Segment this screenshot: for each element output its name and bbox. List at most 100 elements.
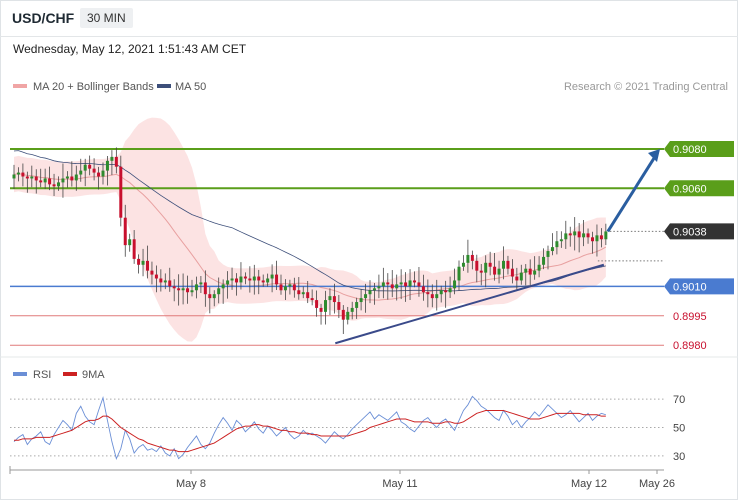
candle-up — [239, 276, 243, 283]
candle-up — [324, 300, 327, 312]
candle-down — [421, 286, 425, 293]
candle-down — [88, 164, 92, 169]
candle-up — [128, 239, 132, 246]
candle-up — [408, 280, 412, 287]
ma50-path — [13, 150, 606, 292]
candle-down — [577, 231, 581, 238]
candle-down — [337, 302, 341, 310]
bollinger-band-area — [14, 117, 606, 342]
candle-up — [550, 247, 554, 252]
candle-down — [150, 270, 154, 275]
interval-button[interactable]: 30 MIN — [80, 8, 133, 28]
candle-up — [57, 182, 60, 187]
support-value: 0.8980 — [673, 340, 707, 352]
candle-up — [101, 170, 105, 177]
candle-up — [16, 172, 20, 175]
candle-up — [466, 254, 470, 263]
candle-down — [48, 178, 52, 185]
candle-down — [235, 278, 238, 283]
x-tick-label: May 12 — [571, 478, 607, 490]
candle-up — [61, 178, 65, 183]
candle-up — [604, 231, 608, 240]
candle-down — [310, 298, 314, 301]
rsi-legend-label: RSI — [33, 369, 51, 381]
current-price-value: 0.9038 — [673, 226, 707, 238]
ma50-legend-label: MA 50 — [175, 81, 206, 93]
candle-down — [390, 284, 394, 289]
candle-up — [377, 286, 381, 289]
candle-up — [359, 298, 363, 303]
candle-up — [190, 290, 194, 293]
candle-up — [484, 262, 488, 273]
candle-down — [488, 262, 492, 267]
candle-down — [154, 274, 158, 279]
candle-down — [34, 176, 38, 181]
credit-label: Research © 2021 Trading Central — [564, 81, 728, 93]
candle-up — [163, 280, 167, 283]
arrow-head — [648, 149, 660, 163]
candle-down — [417, 282, 421, 287]
candle-up — [217, 288, 221, 295]
pivot-value: 0.9010 — [673, 281, 707, 293]
candle-down — [119, 166, 123, 218]
candle-up — [457, 266, 461, 281]
candle-down — [568, 233, 572, 236]
candle-down — [159, 278, 163, 283]
candle-up — [212, 294, 216, 299]
pivot-tag: 0.9010 — [664, 278, 734, 295]
candle-up — [537, 264, 541, 271]
rsi-tick-label: 50 — [673, 423, 685, 435]
support-value: 0.8995 — [673, 311, 707, 323]
ma20-line — [13, 173, 607, 301]
candle-up — [559, 239, 563, 242]
candle-down — [177, 288, 181, 291]
candle-down — [292, 284, 296, 291]
candle-down — [586, 233, 590, 238]
tag-background — [664, 141, 734, 158]
candle-down — [275, 274, 279, 285]
candle-down — [510, 268, 514, 277]
rsi-panel: 30 50 70 — [10, 394, 685, 463]
annotations — [335, 149, 660, 345]
candle-up — [199, 282, 203, 285]
candle-up — [461, 262, 465, 267]
candle-up — [226, 280, 230, 285]
candle-up — [30, 176, 34, 179]
candle-up — [350, 307, 354, 312]
candle-down — [470, 254, 474, 261]
candles — [12, 147, 608, 334]
candle-up — [595, 235, 599, 242]
resistance-value: 0.9080 — [673, 144, 707, 156]
candle-up — [252, 276, 256, 281]
candle-up — [555, 241, 559, 248]
candle-up — [533, 270, 537, 275]
candle-down — [257, 276, 261, 281]
candle-up — [399, 282, 403, 285]
candle-down — [386, 282, 390, 285]
candle-up — [65, 176, 69, 179]
ma9-legend-label: 9MA — [82, 369, 105, 381]
candle-down — [203, 282, 207, 295]
candle-down — [297, 290, 301, 295]
ma50-line — [13, 150, 606, 292]
rsi-ma-line — [14, 410, 606, 453]
candle-up — [181, 288, 185, 291]
candle-up — [502, 260, 505, 269]
candle-down — [479, 270, 483, 273]
chart-datetime: Wednesday, May 12, 2021 1:51:43 AM CET — [13, 42, 247, 56]
candle-up — [141, 260, 145, 265]
candle-up — [105, 160, 109, 171]
candle-down — [123, 217, 127, 246]
ma50-legend-swatch — [157, 84, 171, 88]
candle-up — [110, 156, 114, 161]
x-axis: May 8 May 11 May 12 May 26 — [9, 466, 675, 490]
ma9-legend-swatch — [63, 372, 77, 376]
bollinger-bands — [13, 117, 607, 342]
candle-up — [83, 164, 87, 171]
candle-down — [591, 237, 594, 242]
candle-down — [52, 184, 56, 187]
candle-down — [92, 168, 96, 173]
candle-up — [346, 311, 350, 320]
candle-down — [306, 292, 310, 299]
